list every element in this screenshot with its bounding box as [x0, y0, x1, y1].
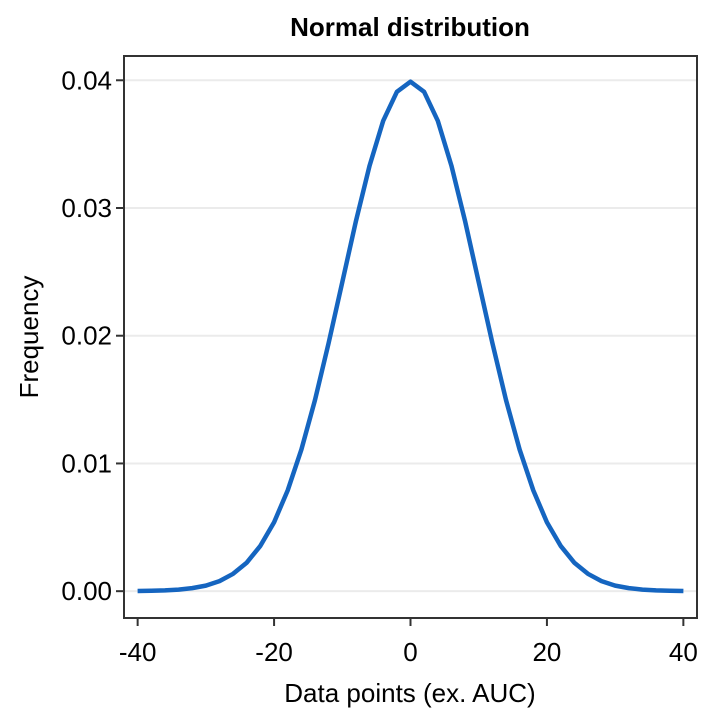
density-line	[137, 79, 684, 594]
gridlines	[124, 79, 697, 593]
x-tick-label: 40	[669, 637, 698, 667]
y-tick-label: 0.04	[61, 65, 112, 95]
y-tick-label: 0.02	[61, 321, 112, 351]
series	[137, 79, 684, 594]
y-axis-label: Frequency	[14, 276, 44, 399]
x-tick-label: -40	[119, 637, 157, 667]
y-axis: 0.00 0.01 0.02 0.03 0.04	[61, 65, 124, 606]
y-tick-label: 0.00	[61, 576, 112, 606]
chart-title: Normal distribution	[290, 12, 530, 42]
plot-panel-border	[123, 55, 698, 619]
x-tick-label: 0	[403, 637, 417, 667]
x-axis-label: Data points (ex. AUC)	[284, 678, 535, 708]
x-tick-label: -20	[255, 637, 293, 667]
x-tick-label: 20	[532, 637, 561, 667]
y-tick-label: 0.01	[61, 448, 112, 478]
y-tick-label: 0.03	[61, 193, 112, 223]
x-axis: -40 -20 0 20 40	[119, 618, 698, 667]
